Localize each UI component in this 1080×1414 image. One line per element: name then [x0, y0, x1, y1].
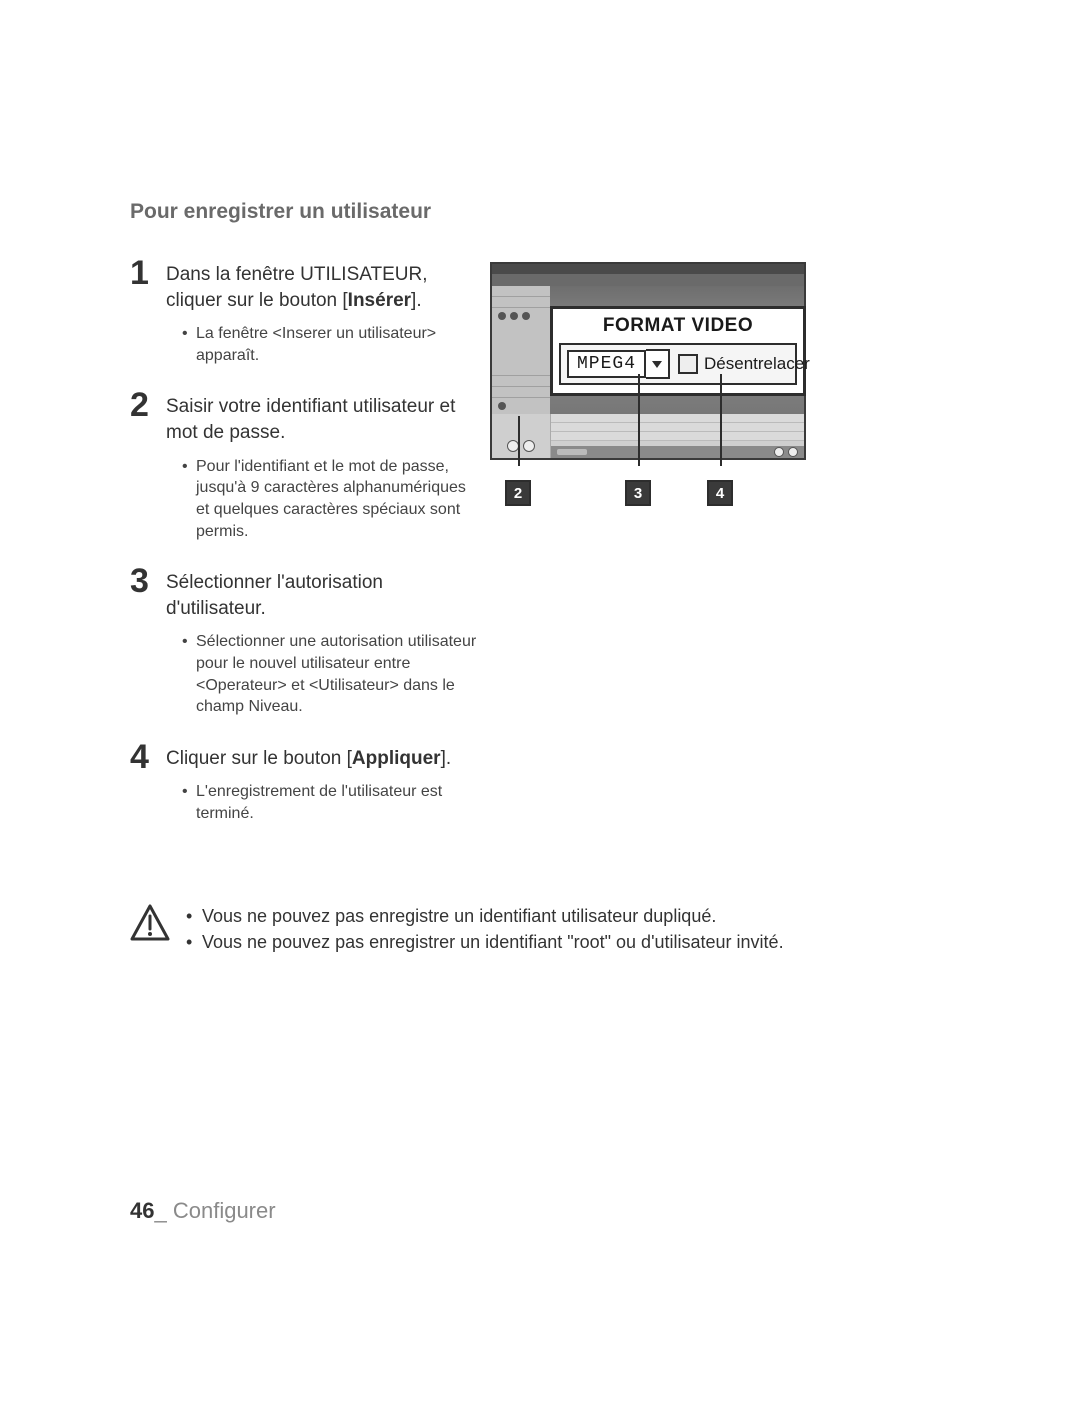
step-sub-item: Sélectionner une autorisation utilisateu… [182, 631, 480, 717]
step-number: 4 [130, 740, 160, 774]
page-number: 46 [130, 1198, 154, 1223]
step-text: Sélectionner l'autorisation d'utilisateu… [166, 570, 480, 621]
popup-row: MPEG4 Désentrelacer [559, 343, 797, 385]
step-text-bold: Insérer [348, 290, 411, 311]
popup-format-video: FORMAT VIDEO MPEG4 Désentrelacer [550, 306, 806, 396]
step-text-pre: Saisir votre identifiant utilisateur et … [166, 396, 455, 443]
screenshot-column: FORMAT VIDEO MPEG4 Désentrelacer [480, 262, 950, 506]
screenshot-left-buttons [507, 440, 535, 452]
screenshot-sidebar [492, 286, 550, 414]
checkbox-box[interactable] [678, 354, 698, 374]
screenshot-logo [557, 449, 587, 455]
step-number: 3 [130, 564, 160, 598]
steps-column: 1 Dans la fenêtre UTILISATEUR, cliquer s… [130, 262, 480, 853]
step-2: 2 Saisir votre identifiant utilisateur e… [130, 394, 480, 556]
callout-line [638, 374, 640, 466]
content-area: 1 Dans la fenêtre UTILISATEUR, cliquer s… [130, 262, 950, 853]
step-text: Dans la fenêtre UTILISATEUR, cliquer sur… [166, 262, 480, 313]
step-number: 2 [130, 388, 160, 422]
screenshot-controls [774, 447, 798, 457]
screenshot-titlebar [492, 264, 804, 274]
video-format-select[interactable]: MPEG4 [567, 349, 670, 379]
warning-icon [130, 903, 170, 943]
warning-item: Vous ne pouvez pas enregistre un identif… [186, 903, 784, 929]
callout-marker-3: 3 [625, 480, 651, 506]
step-number: 1 [130, 256, 160, 290]
step-text: Saisir votre identifiant utilisateur et … [166, 394, 480, 445]
step-text-pre: Cliquer sur le bouton [ [166, 748, 352, 769]
deinterlace-checkbox[interactable]: Désentrelacer [678, 354, 810, 374]
callout-markers: 2 3 4 [490, 458, 950, 506]
select-value: MPEG4 [567, 350, 646, 378]
callout-marker-4: 4 [707, 480, 733, 506]
step-text: Cliquer sur le bouton [Appliquer]. [166, 746, 480, 772]
section-title: Pour enregistrer un utilisateur [130, 200, 950, 224]
page-footer: 46_ Configurer [130, 1198, 276, 1224]
screenshot-bottom-panel [492, 414, 804, 458]
checkbox-label: Désentrelacer [704, 354, 810, 374]
step-text-bold: Appliquer [352, 748, 441, 769]
step-sub-item: L'enregistrement de l'utilisateur est te… [182, 781, 480, 824]
callout-marker-2: 2 [505, 480, 531, 506]
step-text-post: ]. [441, 748, 452, 769]
footer-section: Configurer [173, 1198, 276, 1223]
screenshot-tabs [492, 274, 804, 286]
callout-line [720, 374, 722, 466]
step-1: 1 Dans la fenêtre UTILISATEUR, cliquer s… [130, 262, 480, 380]
manual-page: Pour enregistrer un utilisateur 1 Dans l… [0, 0, 1080, 1414]
step-4: 4 Cliquer sur le bouton [Appliquer]. L'e… [130, 746, 480, 839]
warning-item: Vous ne pouvez pas enregistrer un identi… [186, 929, 784, 955]
step-sub-item: Pour l'identifiant et le mot de passe, j… [182, 456, 480, 542]
chevron-down-icon[interactable] [646, 349, 670, 379]
step-text-post: ]. [411, 290, 422, 311]
step-sub-item: La fenêtre <Inserer un utilisateur> appa… [182, 323, 480, 366]
warning-block: Vous ne pouvez pas enregistre un identif… [130, 903, 950, 955]
screenshot-frame: FORMAT VIDEO MPEG4 Désentrelacer [490, 262, 806, 460]
popup-title: FORMAT VIDEO [559, 315, 797, 337]
footer-sep: _ [154, 1198, 172, 1223]
step-3: 3 Sélectionner l'autorisation d'utilisat… [130, 570, 480, 732]
step-text-pre: Sélectionner l'autorisation d'utilisateu… [166, 572, 383, 619]
